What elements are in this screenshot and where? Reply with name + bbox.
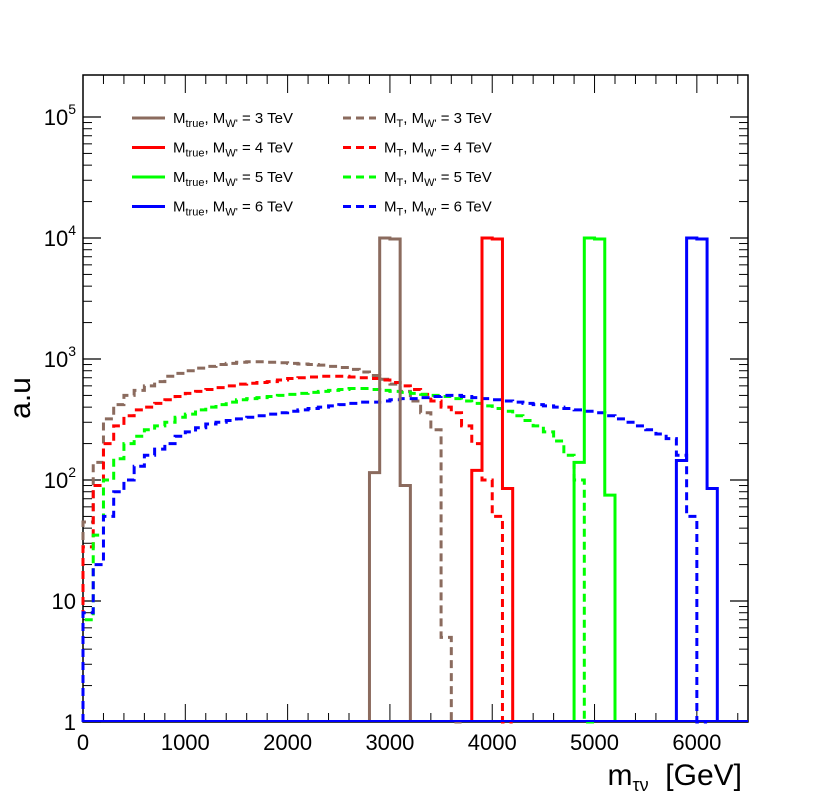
legend-entry-true-4tev: Mtrue, MW' = 4 TeV [132,140,293,160]
y-tick-label: 104 [44,222,76,251]
legend-entry-true-6tev: Mtrue, MW' = 6 TeV [132,199,293,219]
series-true-6tev [674,236,719,722]
x-tick-label: 6000 [672,730,721,755]
legend-label: Mtrue, MW' = 6 TeV [173,199,293,219]
y-tick-label: 102 [44,464,76,493]
y-axis-label: a.u [4,377,37,419]
series-true-5tev [572,236,617,722]
x-tick-label: 4000 [468,730,517,755]
legend-label: MT, MW' = 3 TeV [384,110,492,130]
series-true-4tev [470,236,515,722]
x-axis-label-sub: τν [633,775,649,795]
legend-label: MT, MW' = 6 TeV [384,199,492,219]
series-mt-3tev [81,360,462,724]
legend-entry-true-3tev: Mtrue, MW' = 3 TeV [132,110,293,130]
legend-label: Mtrue, MW' = 4 TeV [173,140,293,160]
y-tick-label: 103 [44,343,76,372]
x-tick-label: 3000 [365,730,414,755]
x-axis-label: mτν [GeV] [608,759,743,795]
x-tick-label: 2000 [263,730,312,755]
legend-entry-true-5tev: Mtrue, MW' = 5 TeV [132,169,293,189]
x-tick-label: 0 [77,730,89,755]
series-mt-5tev [81,387,595,724]
legend-entry-mt-5tev: MT, MW' = 5 TeV [343,169,492,189]
legend-entry-mt-6tev: MT, MW' = 6 TeV [343,199,492,219]
series-mt-4tev [81,374,513,724]
y-tick-label: 105 [44,101,76,130]
x-tick-label: 1000 [161,730,210,755]
legend-entry-mt-4tev: MT, MW' = 4 TeV [343,140,492,160]
legend-label: Mtrue, MW' = 3 TeV [173,110,293,130]
legend: Mtrue, MW' = 3 TeV Mtrue, MW' = 4 TeV Mtru… [132,110,492,219]
x-axis: 0 1000 2000 3000 4000 5000 6000 [77,75,739,755]
y-axis: 1 10 102 103 104 105 [44,101,748,735]
legend-entry-mt-3tev: MT, MW' = 3 TeV [343,110,492,130]
series-layer [81,236,748,724]
legend-label: Mtrue, MW' = 5 TeV [173,169,293,189]
y-tick-label: 1 [64,710,76,735]
legend-label: MT, MW' = 5 TeV [384,169,492,189]
x-axis-label-main: m [608,759,633,792]
series-mt-6tev [81,393,708,724]
x-axis-label-unit: [GeV] [665,759,742,792]
legend-label: MT, MW' = 4 TeV [384,140,492,160]
y-tick-label: 10 [52,589,76,614]
x-tick-label: 5000 [570,730,619,755]
series-true-3tev [367,236,412,722]
